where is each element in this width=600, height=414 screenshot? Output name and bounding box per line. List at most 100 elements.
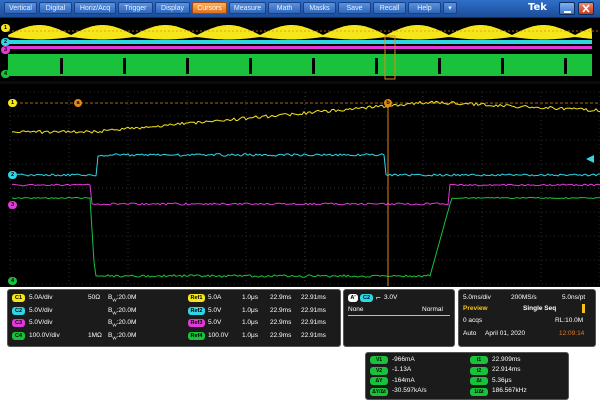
cursor-b-marker[interactable]: b	[384, 99, 392, 107]
menu-dropdown-button[interactable]: ▾	[443, 2, 457, 14]
trigger-mode-badge: A'	[348, 294, 358, 302]
cursor-right-value-2: 5.36μs	[492, 376, 512, 384]
cursor-left-label-2: ΔY	[370, 377, 388, 385]
ref3-position: 22.9ms	[270, 319, 292, 326]
ch2-bandwidth: BW:20.0M	[108, 306, 137, 315]
overview-pulse	[60, 58, 63, 74]
ref4-badge[interactable]: Ref4	[188, 331, 205, 340]
menu-masks[interactable]: Masks	[303, 2, 336, 14]
ch3-scale: 5.0V/div	[29, 319, 53, 326]
cursor-right-value-3: 186.567kHz	[492, 387, 527, 394]
close-icon	[582, 4, 590, 13]
ch3-overview-marker[interactable]: 3	[1, 46, 10, 54]
overview-plot	[8, 25, 600, 80]
ch1-badge[interactable]: C1	[12, 294, 25, 302]
ref1-badge[interactable]: Ref1	[188, 294, 205, 302]
chevron-down-icon: ▾	[448, 5, 452, 12]
overview-pulse	[312, 58, 315, 74]
ref1-delay: 22.91ms	[301, 294, 326, 301]
overview-pulse	[249, 58, 252, 74]
ch1-scale: 5.0A/div	[29, 294, 53, 301]
cursor-a-marker[interactable]: a	[74, 99, 82, 107]
ch1-bandwidth: BW:20.0M	[108, 294, 137, 303]
waveform-overview[interactable]: 1 2 3 4	[0, 18, 600, 81]
ch3-ground-marker[interactable]: 3	[8, 201, 17, 209]
resolution: 5.0ns/pt	[562, 294, 586, 301]
minimize-icon	[564, 11, 571, 13]
timebase: 5.0ms/div	[463, 294, 491, 301]
trigger-slope-icon: ⌐	[376, 293, 381, 302]
cursor-readout-panel[interactable]: V1 -966mA V2 -1.13A ΔY -164mA ΔY/Δt -30.597kA/s…	[365, 352, 569, 400]
trigger-divider	[348, 315, 450, 316]
overview-pulse	[564, 58, 567, 74]
ch3-bandwidth: BW:20.0M	[108, 319, 137, 328]
ch4-ground-marker[interactable]: 4	[8, 277, 17, 285]
overview-zoom-window[interactable]	[384, 35, 396, 80]
main-waveform-display[interactable]: a b 1 2 3 4	[0, 84, 600, 286]
overview-pulse	[501, 58, 504, 74]
menu-save[interactable]: Save	[338, 2, 371, 14]
trigger-type: Normal	[422, 306, 443, 313]
graticule	[9, 91, 600, 285]
menu-cursors[interactable]: Cursors	[192, 2, 227, 14]
cursor-left-label-0: V1	[370, 356, 388, 364]
menu-measure[interactable]: Measure	[229, 2, 266, 14]
ch2-overview-marker[interactable]: 2	[1, 38, 10, 46]
record-length: RL:10.0M	[555, 317, 584, 324]
overview-ch1-trace	[8, 25, 592, 40]
ch4-bandwidth: BW:20.0M	[108, 331, 137, 340]
ref1-position: 22.9ms	[270, 294, 292, 301]
overview-pulse	[186, 58, 189, 74]
ch1-ground-marker[interactable]: 1	[8, 99, 17, 107]
ch2-ground-marker[interactable]: 2	[8, 171, 17, 179]
trigger-level: 3.0V	[384, 294, 398, 301]
waveform-plot	[9, 91, 600, 286]
overview-pulse	[375, 58, 378, 74]
menu-recall[interactable]: Recall	[373, 2, 406, 14]
date: April 01, 2020	[485, 330, 526, 337]
ref1-time: 1.0μs	[242, 294, 259, 301]
menu-digital[interactable]: Digital	[39, 2, 72, 14]
cursor-right-label-0: t1	[470, 356, 488, 364]
ref3-scale: 5.0V	[208, 319, 222, 326]
ref1-scale: 5.0A	[208, 294, 222, 301]
ref3-badge[interactable]: Ref3	[188, 319, 205, 327]
ch2-trace	[11, 153, 600, 177]
ref3-time: 1.0μs	[242, 319, 259, 326]
menu-trigger[interactable]: Trigger	[118, 2, 153, 14]
cursor-left-label-3: ΔY/Δt	[370, 387, 388, 396]
overview-pulse	[123, 58, 126, 74]
acq-mode: Preview	[463, 305, 488, 312]
acquisition-readout-panel[interactable]: 5.0ms/div 200MS/s 5.0ns/pt Preview Singl…	[458, 289, 596, 347]
ref4-delay: 22.91ms	[301, 331, 326, 339]
ch3-trace	[12, 183, 600, 206]
trigger-readout-panel[interactable]: A' C2 ⌐ 3.0V None Normal	[343, 289, 455, 347]
ref2-scale: 5.0V	[208, 306, 222, 314]
ref2-delay: 22.91ms	[301, 306, 326, 314]
cursor-left-value-3: -30.597kA/s	[392, 387, 427, 394]
cursor-right-value-1: 22.914ms	[492, 366, 521, 373]
ref2-badge[interactable]: Ref2	[188, 306, 205, 315]
ch4-overview-marker[interactable]: 4	[1, 70, 10, 78]
acq-count: 0 acqs	[463, 317, 483, 324]
minimize-button[interactable]	[559, 2, 575, 15]
menu-vertical[interactable]: Vertical	[4, 2, 37, 14]
cursor-left-value-0: -966mA	[392, 355, 415, 363]
menu-horiz-acq[interactable]: Horiz/Acq	[74, 2, 116, 14]
channel-readout-panel[interactable]: C1 5.0A/div 50Ω BW:20.0M Ref1 5.0A 1.0μs 22.9ms…	[7, 289, 341, 347]
menu-display[interactable]: Display	[155, 2, 190, 14]
ch2-badge[interactable]: C2	[12, 306, 25, 315]
ch1-overview-marker[interactable]: 1	[1, 24, 10, 32]
menu-bar: Vertical Digital Horiz/Acq Trigger Displ…	[0, 0, 600, 18]
overview-ch2-band	[8, 40, 592, 44]
ch3-badge[interactable]: C3	[12, 319, 25, 327]
menu-help[interactable]: Help	[408, 2, 441, 14]
ref4-time: 1.0μs	[242, 331, 259, 339]
close-button[interactable]	[578, 2, 594, 15]
menu-math[interactable]: Math	[268, 2, 301, 14]
ch4-badge[interactable]: C4	[12, 331, 25, 340]
ch1-trace	[11, 100, 600, 135]
trigger-level-arrow-icon[interactable]	[586, 155, 596, 163]
ch4-coupling: 1MΩ	[88, 331, 102, 339]
